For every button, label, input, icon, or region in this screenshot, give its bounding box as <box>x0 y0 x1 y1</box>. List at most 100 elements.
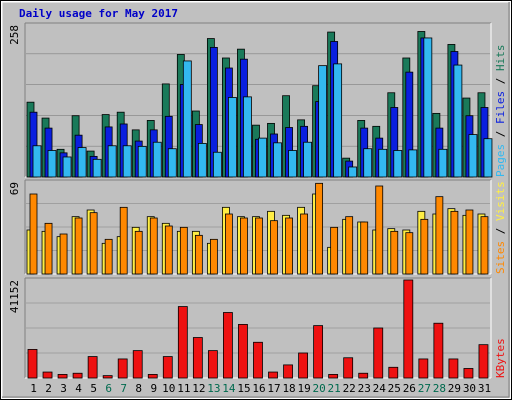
bar-sites <box>179 226 188 275</box>
x-tick-label: 13 <box>207 382 220 395</box>
bar-pages <box>137 145 147 178</box>
x-tick-label: 17 <box>267 382 280 395</box>
bar-kbytes <box>343 357 354 379</box>
bar-sites <box>209 238 218 275</box>
x-tick-label: 8 <box>135 382 142 395</box>
bar-kbytes <box>223 312 233 379</box>
bar-sites <box>119 206 128 275</box>
legend-hits: Hits <box>494 45 507 72</box>
bar-pages <box>77 147 87 178</box>
legend-pages: Pages <box>494 144 507 177</box>
bar-pages <box>228 97 237 178</box>
bar-pages <box>62 156 72 178</box>
bar-pages <box>378 148 388 178</box>
bar-sites <box>360 221 369 275</box>
bar-sites <box>375 185 384 275</box>
bar-kbytes <box>328 374 339 379</box>
bar-pages <box>393 150 403 178</box>
x-tick-label: 16 <box>252 382 265 395</box>
bar-kbytes <box>177 306 188 379</box>
bar-kbytes <box>433 322 444 379</box>
x-tick-label: 11 <box>177 382 190 395</box>
bar-kbytes <box>358 372 369 379</box>
bar-kbytes <box>27 349 38 379</box>
x-tick-label: 27 <box>418 382 431 395</box>
bar-pages <box>258 137 267 178</box>
bar-pages <box>318 65 328 178</box>
bar-sites <box>420 218 429 275</box>
bar-kbytes <box>373 327 384 379</box>
bar-pages <box>483 138 493 178</box>
bar-sites <box>480 216 489 275</box>
bar-pages <box>107 145 117 178</box>
x-tick-label: 1 <box>30 382 37 395</box>
x-tick-label: 3 <box>60 382 67 395</box>
y-max-label: 258 <box>8 25 21 45</box>
bar-kbytes <box>132 350 143 379</box>
bar-sites <box>285 217 293 275</box>
legend-label: Pages / Files / Hits <box>494 45 507 178</box>
bar-sites <box>149 217 158 275</box>
bar-pages <box>408 149 418 178</box>
bar-pages <box>92 158 102 178</box>
bar-pages <box>167 148 177 178</box>
bar-kbytes <box>57 374 68 379</box>
legend-kbytes: KBytes <box>494 338 507 378</box>
x-tick-label: 28 <box>433 382 446 395</box>
bar-kbytes <box>268 371 278 379</box>
bar-sites <box>300 213 308 275</box>
x-tick-label: 30 <box>463 382 476 395</box>
bar-sites <box>74 217 83 275</box>
bar-pages <box>243 96 252 178</box>
bar-sites <box>44 222 53 275</box>
x-tick-label: 23 <box>358 382 371 395</box>
x-tick-label: 7 <box>120 382 127 395</box>
x-tick-label: 2 <box>45 382 52 395</box>
bar-sites <box>465 209 474 275</box>
bar-sites <box>225 213 233 275</box>
bar-sites <box>435 196 444 275</box>
bar-pages <box>197 143 207 178</box>
y-max-label: 41152 <box>8 280 21 313</box>
bar-sites <box>450 210 459 275</box>
bar-sites <box>345 216 354 275</box>
bar-sites <box>104 238 113 275</box>
bar-pages <box>363 148 373 178</box>
bar-kbytes <box>102 375 113 379</box>
bar-kbytes <box>117 358 128 379</box>
bar-pages <box>182 60 192 178</box>
bar-kbytes <box>298 352 308 379</box>
x-tick-label: 14 <box>222 382 236 395</box>
bar-pages <box>333 63 343 178</box>
x-tick-label: 15 <box>237 382 250 395</box>
bar-kbytes <box>207 350 218 379</box>
bar-kbytes <box>42 371 53 379</box>
bar-pages <box>423 37 433 178</box>
bar-pages <box>122 145 132 178</box>
bar-kbytes <box>238 324 248 379</box>
bar-pages <box>47 150 57 178</box>
bar-pages <box>288 150 297 178</box>
x-tick-label: 6 <box>105 382 112 395</box>
bar-sites <box>255 217 263 275</box>
bar-sites <box>89 212 98 275</box>
bar-sites <box>315 182 324 275</box>
bar-pages <box>468 134 478 178</box>
legend-sites: Sites <box>494 241 507 274</box>
bar-kbytes <box>418 358 429 379</box>
x-tick-label: 22 <box>343 382 356 395</box>
x-tick-label: 18 <box>282 382 295 395</box>
legend-label: Sites / Visits <box>494 181 507 274</box>
bar-kbytes <box>162 356 173 379</box>
legend-visits: Visits <box>494 181 507 221</box>
bar-sites <box>164 225 173 275</box>
bar-sites <box>29 193 38 275</box>
bar-kbytes <box>283 364 293 379</box>
x-tick-label: 12 <box>192 382 205 395</box>
bar-kbytes <box>388 366 399 379</box>
bar-sites <box>59 233 68 275</box>
x-tick-label: 9 <box>150 382 157 395</box>
y-max-label: 69 <box>8 182 21 195</box>
x-axis-labels: 1 2 3 4 5 6 7 8 9 10 11 12 13 14 15 16 17 18 19 20 21 22 23 24 2… <box>30 382 491 395</box>
